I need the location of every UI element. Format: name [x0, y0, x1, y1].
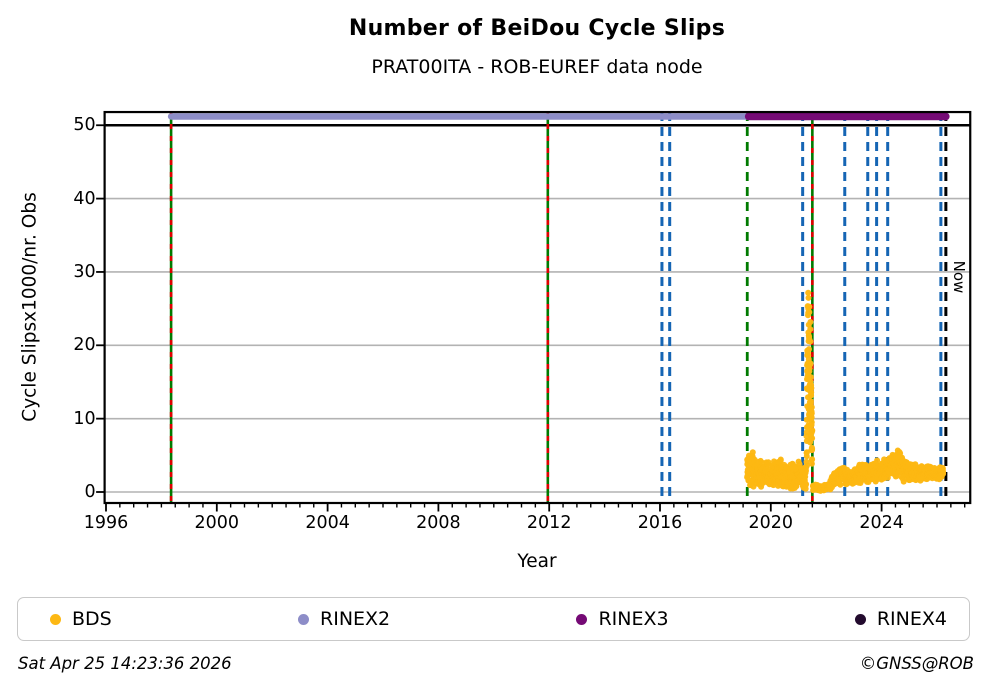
legend-label: RINEX4 [876, 608, 947, 630]
legend-label: RINEX3 [598, 608, 669, 630]
x-tick-label: 2008 [416, 513, 461, 533]
legend-label: RINEX2 [320, 608, 391, 630]
y-tick-label: 0 [84, 482, 96, 502]
y-tick-label: 10 [73, 408, 96, 429]
now-line-label: Now [950, 260, 968, 294]
chart-subtitle: PRAT00ITA - ROB-EUREF data node [371, 56, 703, 78]
legend-marker-icon [298, 613, 310, 625]
x-tick-label: 2020 [748, 513, 794, 533]
legend-item-rinex3: RINEX3 [576, 608, 669, 630]
x-axis-label: Year [517, 551, 557, 572]
legend-label: BDS [72, 608, 112, 630]
x-tick-label: 2024 [859, 513, 904, 533]
x-tick-label: 2000 [194, 513, 240, 533]
y-axis-label: Cycle Slipsx1000/nr. Obs [19, 192, 41, 422]
legend-item-rinex4: RINEX4 [854, 608, 947, 630]
plot-timestamp: Sat Apr 25 14:23:36 2026 [18, 654, 232, 673]
x-tick-label: 2004 [305, 513, 350, 533]
x-tick-label: 2012 [526, 513, 572, 533]
y-tick-label: 40 [73, 188, 96, 209]
legend-marker-icon [854, 613, 866, 625]
chart-title: Number of BeiDou Cycle Slips [348, 16, 726, 41]
legend-marker-icon [576, 613, 588, 625]
legend-marker-icon [50, 613, 61, 625]
legend-item-bds: BDS [50, 608, 112, 630]
copyright-text: ©GNSS@ROB [859, 654, 974, 673]
y-tick-label: 20 [73, 335, 96, 356]
legend-item-rinex2: RINEX2 [298, 608, 390, 630]
x-tick-label: 2016 [637, 513, 683, 533]
x-tick-label: 1996 [83, 513, 129, 533]
y-tick-label: 50 [73, 115, 96, 136]
y-tick-label: 30 [73, 261, 96, 282]
legend: BDS RINEX2 RINEX3 RINEX4 [17, 597, 970, 641]
